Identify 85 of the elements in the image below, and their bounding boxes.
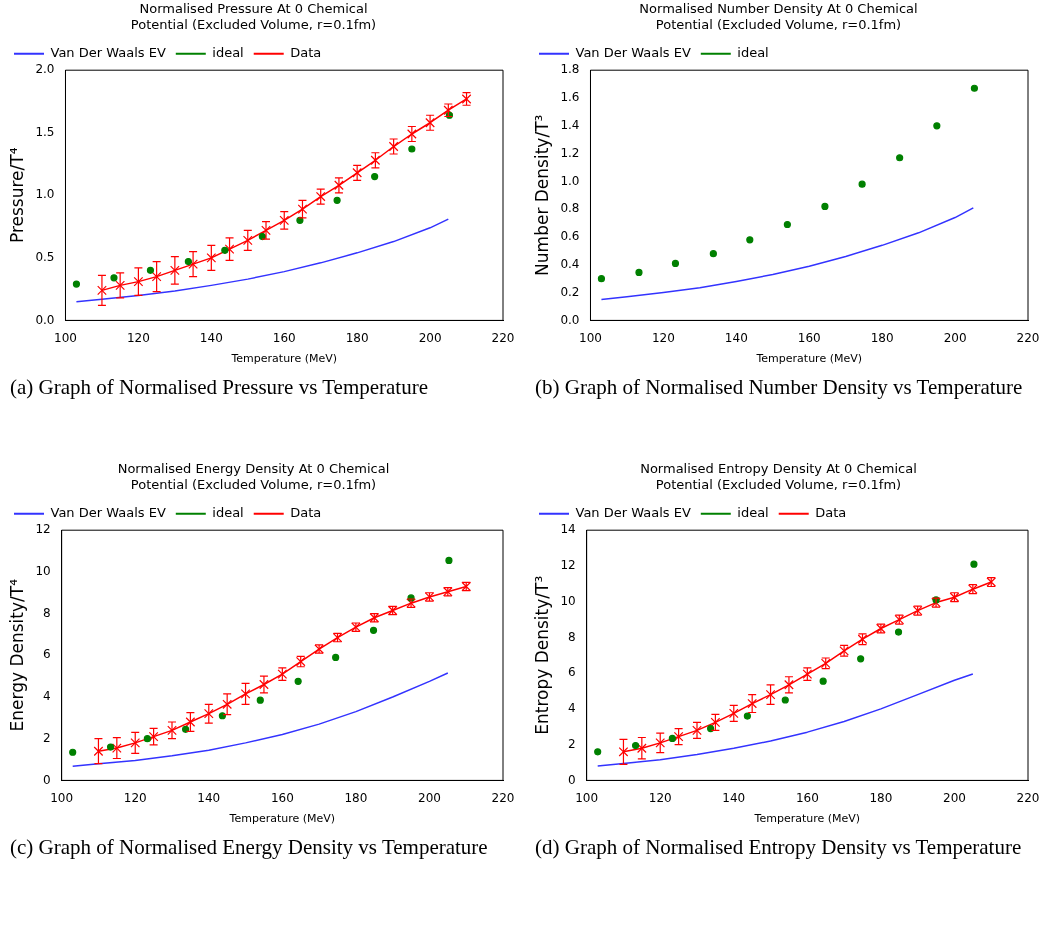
y-tick-label: 0	[43, 772, 51, 787]
x-tick-label: 160	[270, 790, 294, 805]
y-axis-title: Entropy Density/T³	[531, 575, 552, 735]
legend-label: ideal	[737, 505, 769, 521]
x-tick-label: 120	[648, 790, 672, 805]
x-axis-title: Temperature (MeV)	[753, 812, 861, 826]
y-tick-label: 1.0	[560, 173, 580, 188]
text: (b) Graph of Normalised Number Density vs Temperature	[534, 374, 1024, 400]
legend-label: Van Der Waals EV	[575, 505, 691, 521]
y-tick-label: 1.2	[560, 145, 580, 160]
y-tick-label: 1.8	[560, 62, 580, 77]
x-tick-label: 120	[651, 330, 675, 345]
y-tick-label: 12	[560, 558, 576, 573]
y-tick-label: 6	[568, 665, 576, 680]
x-tick-label: 140	[197, 790, 221, 805]
legend-label: Data	[815, 505, 847, 521]
x-axis-title: Temperature (MeV)	[230, 352, 338, 366]
y-tick-label: 1.4	[560, 117, 580, 132]
text: (d) Graph of Normalised Entropy Density vs Temperature	[534, 834, 1023, 860]
x-tick-label: 220	[491, 790, 515, 805]
y-tick-label: 2	[43, 730, 51, 745]
x-tick-label: 100	[579, 330, 602, 345]
y-axis-title: Energy Density/T⁴	[6, 578, 27, 732]
x-tick-label: 220	[1016, 330, 1040, 345]
y-axis-title: Pressure/T⁴	[6, 147, 27, 244]
text: (a) Graph of Normalised Pressure vs Temperature	[9, 374, 429, 400]
legend-label: ideal	[212, 45, 244, 61]
legend-label: ideal	[212, 505, 244, 521]
x-tick-label: 160	[272, 330, 296, 345]
y-tick-label: 6	[43, 647, 51, 662]
y-tick-label: 0.0	[35, 312, 55, 327]
x-tick-label: 140	[724, 330, 748, 345]
x-tick-label: 220	[491, 330, 515, 345]
x-tick-label: 180	[344, 790, 368, 805]
y-tick-label: 1.0	[35, 187, 55, 202]
y-tick-label: 0	[568, 772, 576, 787]
legend-label: Van Der Waals EV	[50, 45, 166, 61]
x-tick-label: 200	[943, 330, 967, 345]
x-tick-label: 220	[1016, 790, 1040, 805]
chart-title: Normalised Number Density At 0 Chemical Potential (Excluded Volume, r=0.1fm)	[639, 1, 918, 32]
y-axis-title: Number Density/T³	[531, 114, 552, 276]
x-tick-label: 160	[797, 330, 821, 345]
y-tick-label: 8	[568, 629, 576, 644]
y-tick-label: 1.5	[35, 124, 55, 139]
y-tick-label: 12	[35, 522, 51, 537]
y-tick-label: 10	[560, 593, 576, 608]
x-tick-label: 120	[123, 790, 147, 805]
legend-label: Van Der Waals EV	[50, 505, 166, 521]
legend-label: Data	[290, 505, 322, 521]
x-axis-title: Temperature (MeV)	[228, 812, 336, 826]
x-tick-label: 100	[54, 330, 77, 345]
y-tick-label: 4	[43, 689, 51, 704]
x-tick-label: 120	[126, 330, 150, 345]
x-axis-title: Temperature (MeV)	[755, 352, 863, 366]
y-tick-label: 2	[568, 736, 576, 751]
x-tick-label: 100	[50, 790, 74, 805]
y-tick-label: 0.6	[560, 229, 580, 244]
x-tick-label: 180	[345, 330, 369, 345]
chart-title: Normalised Pressure At 0 Chemical Potential (Excluded Volume, r=0.1fm)	[130, 1, 377, 32]
y-tick-label: 1.6	[560, 90, 580, 105]
y-tick-label: 8	[43, 605, 51, 620]
chart-title: Normalised Energy Density At 0 Chemical Potential (Excluded Volume, r=0.1fm)	[117, 461, 390, 492]
y-tick-label: 0.5	[35, 249, 55, 264]
y-tick-label: 2.0	[35, 62, 55, 77]
legend-label: Data	[290, 45, 322, 61]
x-tick-label: 180	[870, 330, 894, 345]
chart-title: Normalised Entropy Density At 0 Chemical Potential (Excluded Volume, r=0.1fm)	[640, 461, 917, 492]
legend-label: ideal	[737, 45, 769, 61]
x-tick-label: 200	[417, 790, 441, 805]
x-tick-label: 200	[942, 790, 966, 805]
text: (c) Graph of Normalised Energy Density vs Temperature	[9, 834, 489, 860]
x-tick-label: 140	[199, 330, 223, 345]
x-tick-label: 200	[418, 330, 442, 345]
y-tick-label: 14	[560, 522, 576, 537]
y-tick-label: 0.0	[560, 312, 580, 327]
y-tick-label: 0.8	[560, 201, 580, 216]
x-tick-label: 180	[869, 790, 893, 805]
y-tick-label: 4	[568, 701, 576, 716]
x-tick-label: 160	[795, 790, 819, 805]
x-tick-label: 140	[722, 790, 746, 805]
y-tick-label: 0.4	[560, 256, 580, 271]
y-tick-label: 0.2	[560, 284, 580, 299]
x-tick-label: 100	[575, 790, 599, 805]
y-tick-label: 10	[35, 564, 51, 579]
legend-label: Van Der Waals EV	[575, 45, 691, 61]
